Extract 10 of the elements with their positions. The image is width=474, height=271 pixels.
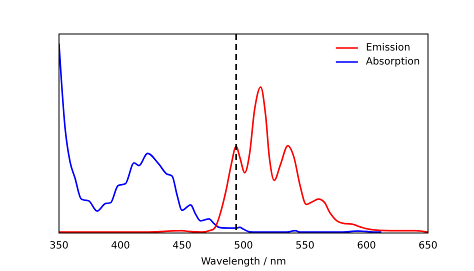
x-tick-label: 350 [49, 240, 69, 252]
x-tick-label: 500 [234, 240, 254, 252]
legend-label: Emission [366, 42, 410, 54]
x-tick-label: 650 [418, 240, 438, 252]
x-tick-label: 400 [110, 240, 130, 252]
x-tick-label: 550 [295, 240, 315, 252]
legend-label: Absorption [366, 56, 420, 68]
x-axis-title: Wavelength / nm [200, 256, 286, 268]
x-tick-label: 450 [172, 240, 192, 252]
x-tick-label: 600 [356, 240, 376, 252]
